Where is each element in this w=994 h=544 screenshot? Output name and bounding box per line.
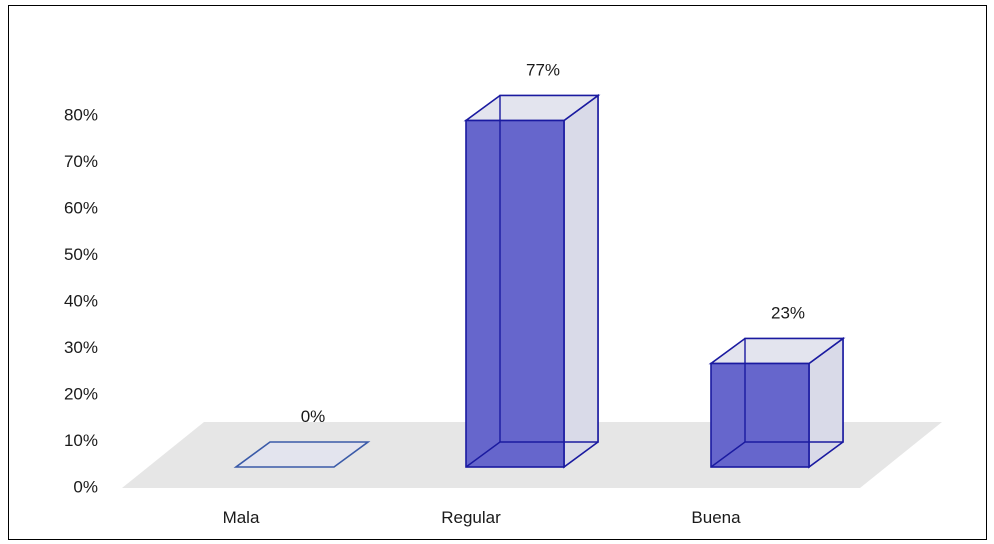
y-tick-label: 70% [64, 152, 98, 171]
bars: 0% 77% 23% [233, 61, 846, 469]
bar-mala: 0% [233, 407, 371, 468]
y-tick-label: 50% [64, 245, 98, 264]
y-tick-label: 40% [64, 291, 98, 310]
x-tick-label: Mala [223, 508, 260, 527]
y-tick-label: 30% [64, 338, 98, 357]
y-tick-label: 20% [64, 384, 98, 403]
y-axis: 0% 10% 20% 30% 40% 50% 60% 70% 80% [64, 105, 98, 496]
bar-front-face [465, 119, 565, 468]
bar-front-face [710, 362, 810, 468]
bar-side-face [563, 93, 599, 469]
bar-buena: 23% [708, 304, 846, 469]
bar-base [233, 441, 371, 468]
x-tick-label: Buena [691, 508, 741, 527]
y-tick-label: 0% [73, 477, 98, 496]
bar-regular: 77% [463, 61, 601, 469]
y-tick-label: 60% [64, 198, 98, 217]
y-tick-label: 10% [64, 431, 98, 450]
x-tick-label: Regular [441, 508, 501, 527]
data-label: 0% [301, 407, 326, 426]
data-label: 77% [526, 61, 560, 80]
x-axis: Mala Regular Buena [223, 508, 742, 527]
y-tick-label: 80% [64, 105, 98, 124]
data-label: 23% [771, 304, 805, 323]
